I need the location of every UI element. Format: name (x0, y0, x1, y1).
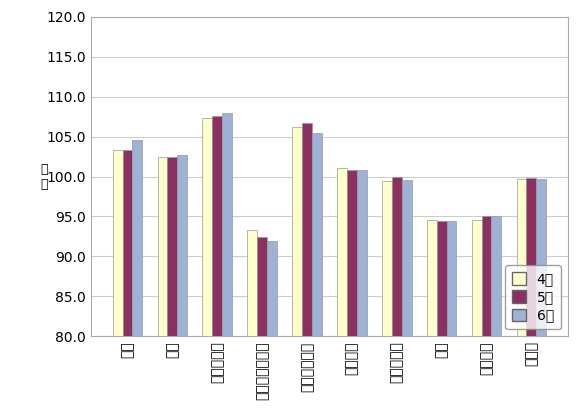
Bar (133, 140, 142, 411)
Bar (536, 179, 546, 411)
Bar (446, 221, 456, 411)
Bar (167, 157, 177, 411)
Legend: 4月, 5月, 6月: 4月, 5月, 6月 (505, 265, 561, 330)
Bar (113, 150, 123, 411)
Bar (382, 180, 392, 411)
Bar (203, 118, 212, 411)
Bar (212, 116, 222, 411)
Bar (427, 220, 437, 411)
Bar (482, 217, 492, 411)
Bar (257, 237, 267, 411)
Bar (123, 150, 133, 411)
Bar (472, 219, 482, 411)
Bar (402, 180, 412, 411)
Bar (222, 113, 232, 411)
Bar (302, 123, 312, 411)
Bar (312, 133, 322, 411)
Bar (247, 230, 257, 411)
Bar (347, 170, 357, 411)
Bar (292, 127, 302, 411)
Bar (157, 157, 167, 411)
Y-axis label: 指
数: 指 数 (40, 162, 47, 191)
Bar (392, 176, 402, 411)
Bar (357, 170, 367, 411)
Bar (526, 178, 536, 411)
Bar (337, 168, 347, 411)
Bar (492, 217, 501, 411)
Bar (267, 241, 277, 411)
Bar (177, 155, 187, 411)
Bar (516, 179, 526, 411)
Bar (437, 221, 446, 411)
